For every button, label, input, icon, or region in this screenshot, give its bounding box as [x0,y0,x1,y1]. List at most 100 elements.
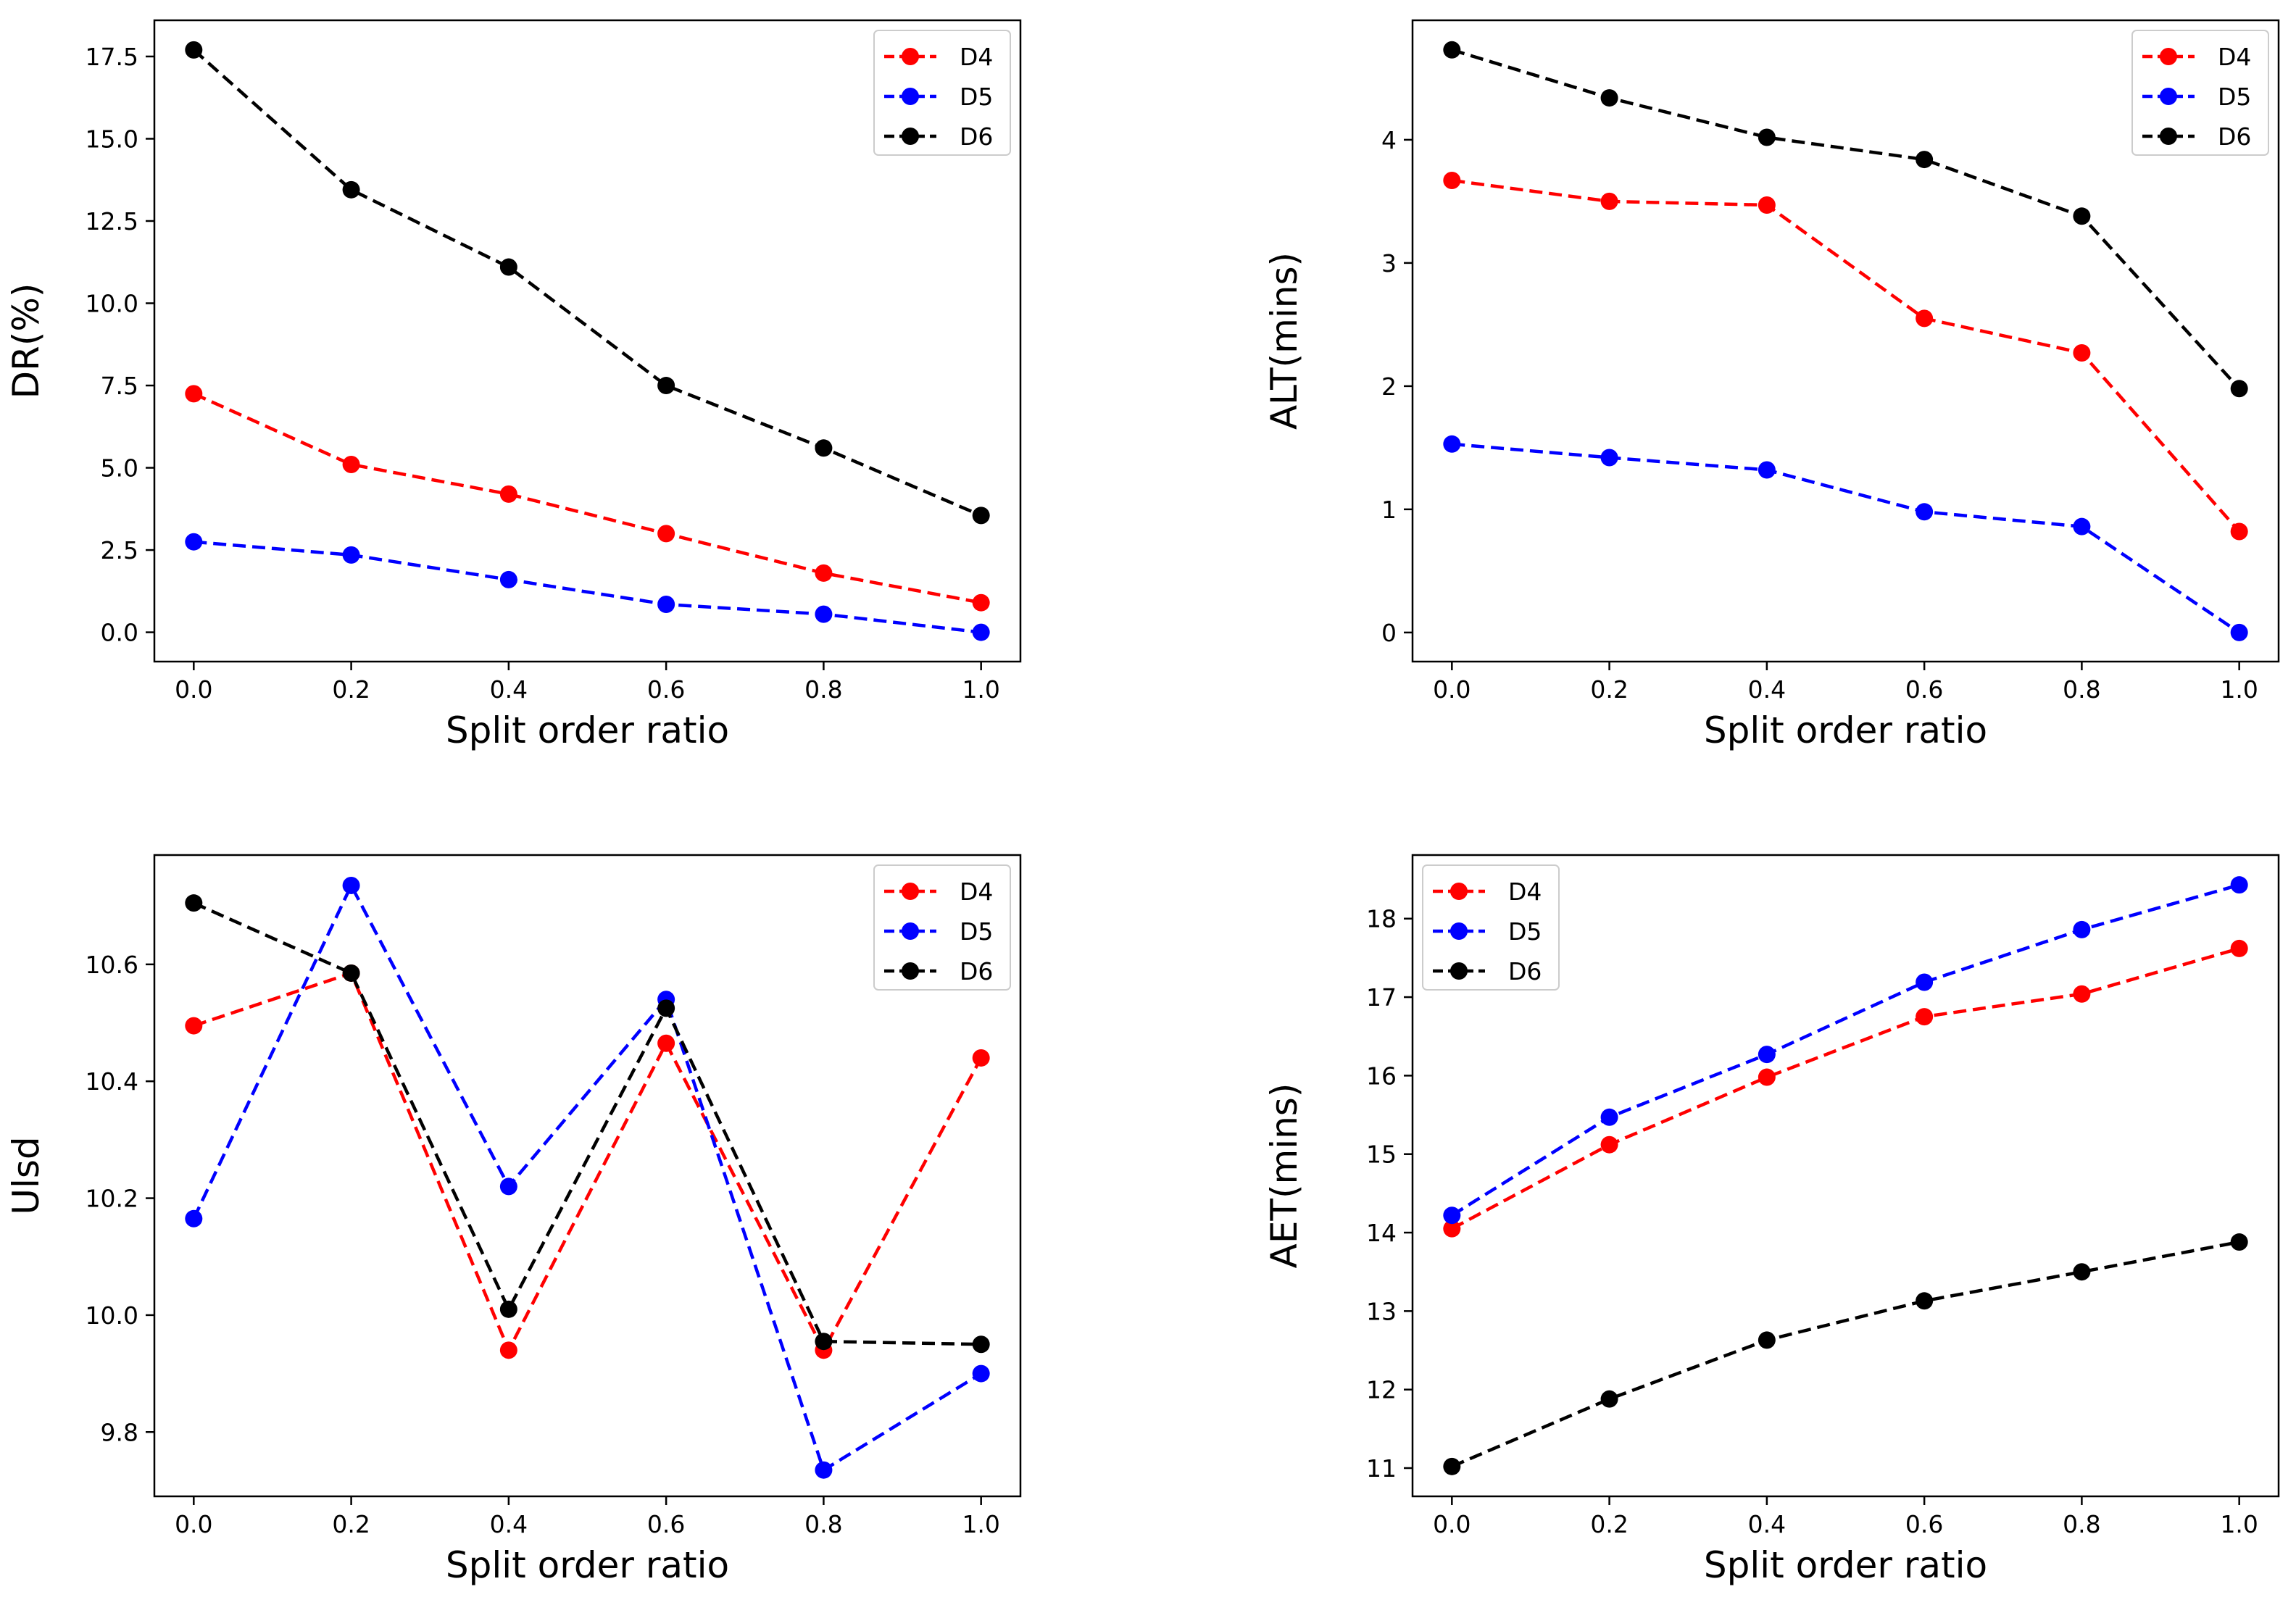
series-line-d5 [192,881,982,1473]
data-point-d6 [1916,151,1934,169]
data-point-d5 [1600,1108,1618,1126]
data-point-d6 [499,1300,517,1318]
axes-frame [153,854,1022,1498]
y-tick-label: 11 [1366,1454,1397,1483]
series-line-d4 [193,392,982,604]
data-point-d6 [1600,89,1618,107]
data-point-d6 [972,507,990,525]
x-tick-label: 0.2 [1590,675,1628,704]
y-tick-label: 2.5 [101,536,138,564]
legend-label-d4: D4 [960,43,993,71]
data-point-d5 [499,1178,517,1196]
legend-marker-d5 [1450,922,1468,940]
data-point-d6 [499,258,517,276]
y-tick-label: 2 [1381,372,1397,401]
y-tick-label: 3 [1381,249,1397,278]
data-point-d4 [185,385,203,403]
legend: D4 D5 D6 [1422,864,1560,991]
data-point-d5 [657,595,675,613]
data-point-d4 [499,1341,517,1359]
y-tick-label: 10.0 [86,1301,138,1330]
data-point-d6 [1443,41,1461,59]
x-tick-label: 0.0 [175,675,212,704]
legend-marker-d5 [2160,88,2177,105]
data-point-d5 [1443,435,1461,453]
series-line-d6 [1451,1240,2240,1468]
legend-marker-d4 [902,48,919,65]
y-tick-label: 17 [1366,983,1397,1012]
y-tick-label: 18 [1366,905,1397,933]
series-line-d6 [193,901,981,1346]
legend-label-d6: D6 [2218,122,2251,151]
data-point-d5 [2230,623,2248,641]
y-tick-label: 9.8 [101,1418,138,1446]
data-point-d5 [342,876,360,894]
x-tick-label: 0.0 [175,1510,212,1538]
data-point-d6 [2073,207,2091,225]
y-tick-label: 10.4 [86,1067,138,1096]
series-line-d4 [193,971,983,1354]
y-tick-label: 13 [1366,1297,1397,1325]
x-tick-label: 0.4 [490,675,528,704]
x-tick-label: 0.8 [804,675,842,704]
x-tick-label: 1.0 [962,1510,999,1538]
x-tick-label: 0.2 [332,675,370,704]
data-point-d4 [1758,196,1776,214]
x-tick-label: 1.0 [2220,1510,2258,1538]
y-tick-label: 17.5 [86,43,138,71]
y-axis-label: Ulsd [5,1136,47,1214]
data-point-d5 [1443,1206,1461,1225]
data-point-d4 [2230,939,2248,957]
data-point-d6 [1916,1292,1934,1310]
legend-marker-d5 [902,922,919,940]
chart-panel-2: 0.0 0.2 0.4 0.6 0.8 1.0 0 1 2 3 4 Split order ratio… [1263,19,2280,751]
data-point-d4 [185,1017,203,1035]
y-axis-label: AET(mins) [1263,1083,1305,1269]
y-tick-label: 5.0 [101,454,138,483]
data-point-d5 [342,546,360,564]
y-tick-label: 10.2 [86,1185,138,1213]
y-tick-label: 16 [1366,1062,1397,1090]
x-tick-label: 0.4 [1748,1510,1786,1538]
chart-panel-1: 0.0 0.2 0.4 0.6 0.8 1.0 0.0 2.5 5.0 7.5 10.0 12.5 15… [5,19,1022,751]
legend-marker-d6 [902,962,919,980]
x-tick-label: 0.6 [1905,675,1943,704]
data-point-d6 [185,894,203,912]
data-point-d5 [2073,920,2091,938]
legend-marker-d6 [902,128,919,145]
data-point-d4 [972,1049,990,1067]
x-tick-label: 0.2 [1590,1510,1628,1538]
data-point-d4 [1600,1135,1618,1154]
axes-frame [1411,854,2280,1498]
y-tick-label: 1 [1381,496,1397,524]
data-point-d4 [1916,309,1934,328]
data-point-d4 [657,525,675,543]
legend-marker-d5 [902,88,919,105]
data-point-d4 [815,564,833,582]
data-point-d5 [185,1209,203,1228]
y-tick-label: 0.0 [101,619,138,647]
legend-label-d6: D6 [960,122,993,151]
y-tick-label: 4 [1381,126,1397,154]
data-point-d4 [657,1034,675,1052]
x-tick-label: 0.4 [490,1510,528,1538]
y-tick-label: 10.0 [86,290,138,318]
y-tick-label: 10.6 [86,951,138,979]
x-tick-label: 0.0 [1433,675,1471,704]
series-line-d4 [1452,178,2241,533]
legend-label-d4: D4 [2218,43,2251,71]
legend-label-d5: D5 [960,917,993,946]
data-point-d5 [1916,973,1934,991]
data-point-d5 [1758,1046,1776,1064]
y-axis-label: ALT(mins) [1263,252,1305,430]
data-point-d6 [972,1335,990,1354]
legend-label-d5: D5 [2218,83,2251,111]
legend-label-d6: D6 [1508,957,1542,985]
data-point-d6 [815,1333,833,1351]
data-point-d4 [1758,1068,1776,1086]
data-point-d5 [1600,449,1618,467]
series-line-d5 [1452,442,2240,634]
data-point-d5 [2073,517,2091,535]
y-axis-label: DR(%) [5,283,47,399]
